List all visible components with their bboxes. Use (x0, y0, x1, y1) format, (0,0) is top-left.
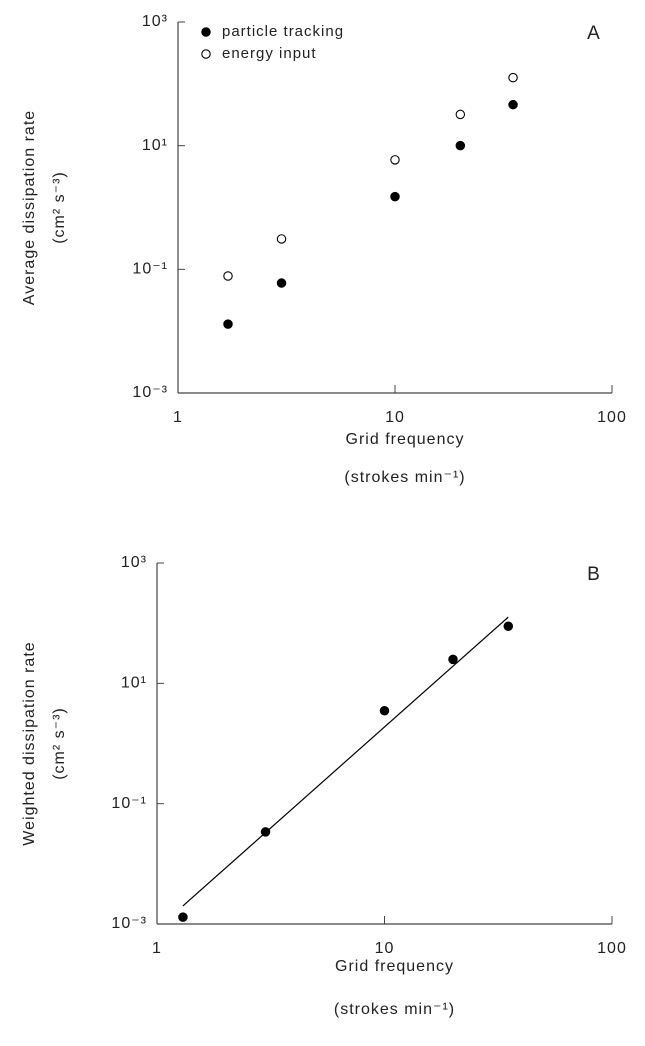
x-tick-label: 100 (597, 940, 627, 957)
x-axis-label: (strokes min⁻¹) (334, 1001, 455, 1018)
x-axis-label: Grid frequency (346, 431, 465, 448)
data-point (178, 912, 188, 922)
data-point (260, 827, 271, 837)
data-point (448, 654, 458, 665)
data-point (455, 140, 466, 151)
x-tick-label: 100 (597, 409, 627, 426)
y-axis-label: (cm² s⁻³) (51, 707, 68, 780)
y-tick-label: 10⁻³ (132, 384, 168, 401)
y-axis-label: Weighted dissipation rate (21, 641, 38, 845)
x-tick-label: 1 (173, 409, 183, 426)
legend-marker (201, 49, 211, 59)
data-point (390, 191, 400, 202)
panel-label: B (587, 564, 601, 585)
y-tick-label: 10⁻¹ (111, 795, 147, 812)
data-point (508, 72, 518, 83)
data-point (508, 99, 518, 110)
data-point (223, 319, 233, 329)
y-axis-label: Average dissipation rate (21, 110, 38, 305)
data-point (276, 278, 287, 288)
x-axis-label: Grid frequency (335, 958, 454, 975)
legend-label: energy input (222, 45, 317, 62)
fit-line (182, 616, 509, 907)
x-tick-label: 1 (152, 940, 162, 957)
data-point (379, 706, 390, 716)
y-tick-label: 10³ (142, 13, 168, 30)
y-axis-label: (cm² s⁻³) (51, 171, 68, 244)
data-point (390, 155, 400, 165)
legend-marker (201, 27, 211, 37)
y-tick-label: 10⁻¹ (132, 261, 168, 278)
data-point (276, 234, 287, 244)
y-tick-label: 10¹ (142, 137, 168, 154)
x-tick-label: 10 (385, 409, 405, 426)
legend-label: particle tracking (222, 23, 344, 40)
data-point (455, 109, 466, 120)
y-tick-label: 10¹ (121, 675, 147, 692)
y-tick-label: 10⁻³ (111, 915, 147, 932)
x-axis-label: (strokes min⁻¹) (344, 469, 465, 486)
panel-label: A (587, 23, 601, 44)
y-tick-label: 10³ (121, 554, 147, 571)
x-tick-label: 10 (375, 940, 395, 957)
data-point (503, 621, 514, 631)
data-point (223, 271, 233, 281)
